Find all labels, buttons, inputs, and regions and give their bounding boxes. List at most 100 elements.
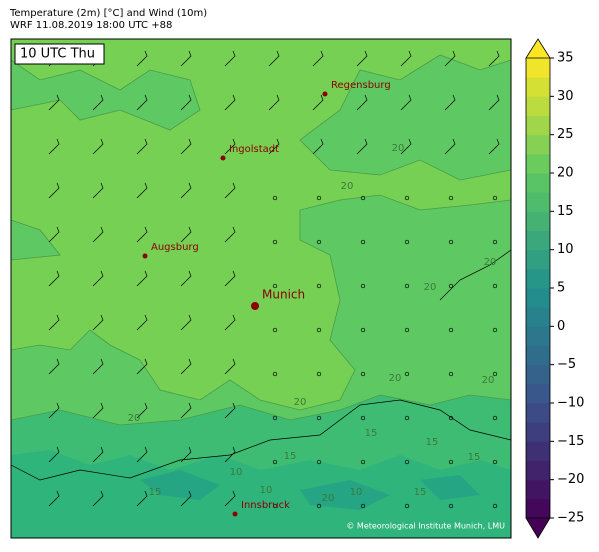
contour-label: 20 [392,143,405,154]
contour-label: 20 [128,413,141,424]
colorbar-band [526,383,550,404]
colorbar-tick-label: −20 [557,472,584,487]
wind-barb [48,402,60,419]
contour-label: 20 [484,257,497,268]
wind-barb [356,50,368,67]
wind-barb [180,182,192,199]
border [439,249,511,301]
colorbar-band [526,77,550,97]
wind-barb [400,50,412,67]
calm-marker [492,415,498,421]
colorbar-band [526,192,550,212]
colorbar-tick-label: 25 [557,127,574,142]
wind-barb [136,490,148,507]
calm-marker [316,503,322,509]
contour-label: 10 [350,487,363,498]
title: Temperature (2m) [°C] and Wind (10m) [9,8,207,19]
colorbar-tick-label: −10 [557,396,584,411]
contour-label: 20 [341,181,354,192]
colorbar-band [526,460,550,481]
peaks [140,470,480,510]
cool-area [11,59,201,131]
city-marker [142,253,148,259]
calm-marker [404,195,410,201]
credit: © Meteorological Institute Munich, LMU [346,522,505,531]
colorbar-band [526,96,550,116]
colorbar-tick-label: 0 [557,319,565,334]
wind-barb [268,50,280,67]
wind-barb [48,358,60,375]
wind-barb [92,446,104,463]
calm-marker [448,239,454,245]
wind-barb [224,50,236,67]
city-marker [251,302,259,310]
wind-barb [224,94,236,111]
calm-marker [272,327,278,333]
colorbar-band [526,288,550,308]
calm-marker [492,239,498,245]
calm-marker [360,503,366,509]
calm-marker [492,459,498,465]
colorbar-band [526,498,550,519]
wind-barb [48,226,60,243]
wind-barb [136,138,148,155]
colorbar-band [526,364,550,385]
wind-barb [488,94,500,111]
colorbar-extend-max [525,38,551,59]
colorbar-extend-min [525,517,551,539]
wind-barb [400,94,412,111]
calm-marker [360,195,366,201]
colorbar-band [526,307,550,327]
wind-barb [224,314,236,331]
wind-barb [488,50,500,67]
wind-barb [312,94,324,111]
wind-barb [92,402,104,419]
colorbar-tick-label: 35 [557,51,574,66]
calm-marker [404,239,410,245]
colorbar-band [526,268,550,289]
colorbar-band [526,403,550,423]
calm-marker [316,283,322,289]
calm-marker [272,239,278,245]
city-label: Munich [262,288,305,302]
calm-marker [360,327,366,333]
wind-barb [92,94,104,111]
calm-marker [448,503,454,509]
calm-marker [272,503,278,509]
time-box [14,43,105,65]
wind-barb [180,270,192,287]
wind-barb [92,490,104,507]
calm-marker [272,371,278,377]
wind-barb [48,94,60,111]
contour-label: 15 [414,487,427,498]
wind-barb [92,314,104,331]
wind-barb [180,314,192,331]
wind-barb [224,182,236,199]
calm-marker [316,239,322,245]
wind-barb [48,270,60,287]
colorbar-tick-label: −5 [557,357,576,372]
wind-barb [48,138,60,155]
colorbar-band [526,249,550,270]
wind-barb [356,94,368,111]
wind-barb [180,138,192,155]
wind-barb [92,270,104,287]
wind-barb [312,50,324,67]
wind-barb [180,94,192,111]
wind-barb [48,314,60,331]
colorbar-band [526,115,550,136]
calm-marker [272,415,278,421]
calm-marker [272,195,278,201]
contour-label: 20 [424,282,437,293]
contour-label: 15 [365,428,378,439]
wind-barb [356,138,368,155]
wind-barb [312,138,324,155]
calm-marker [316,371,322,377]
city-label: Augsburg [151,242,199,253]
contour-label: 20 [482,375,495,386]
calm-marker [404,327,410,333]
calm-marker [360,371,366,377]
time-label: 10 UTC Thu [20,47,95,62]
wind-barb [92,182,104,199]
